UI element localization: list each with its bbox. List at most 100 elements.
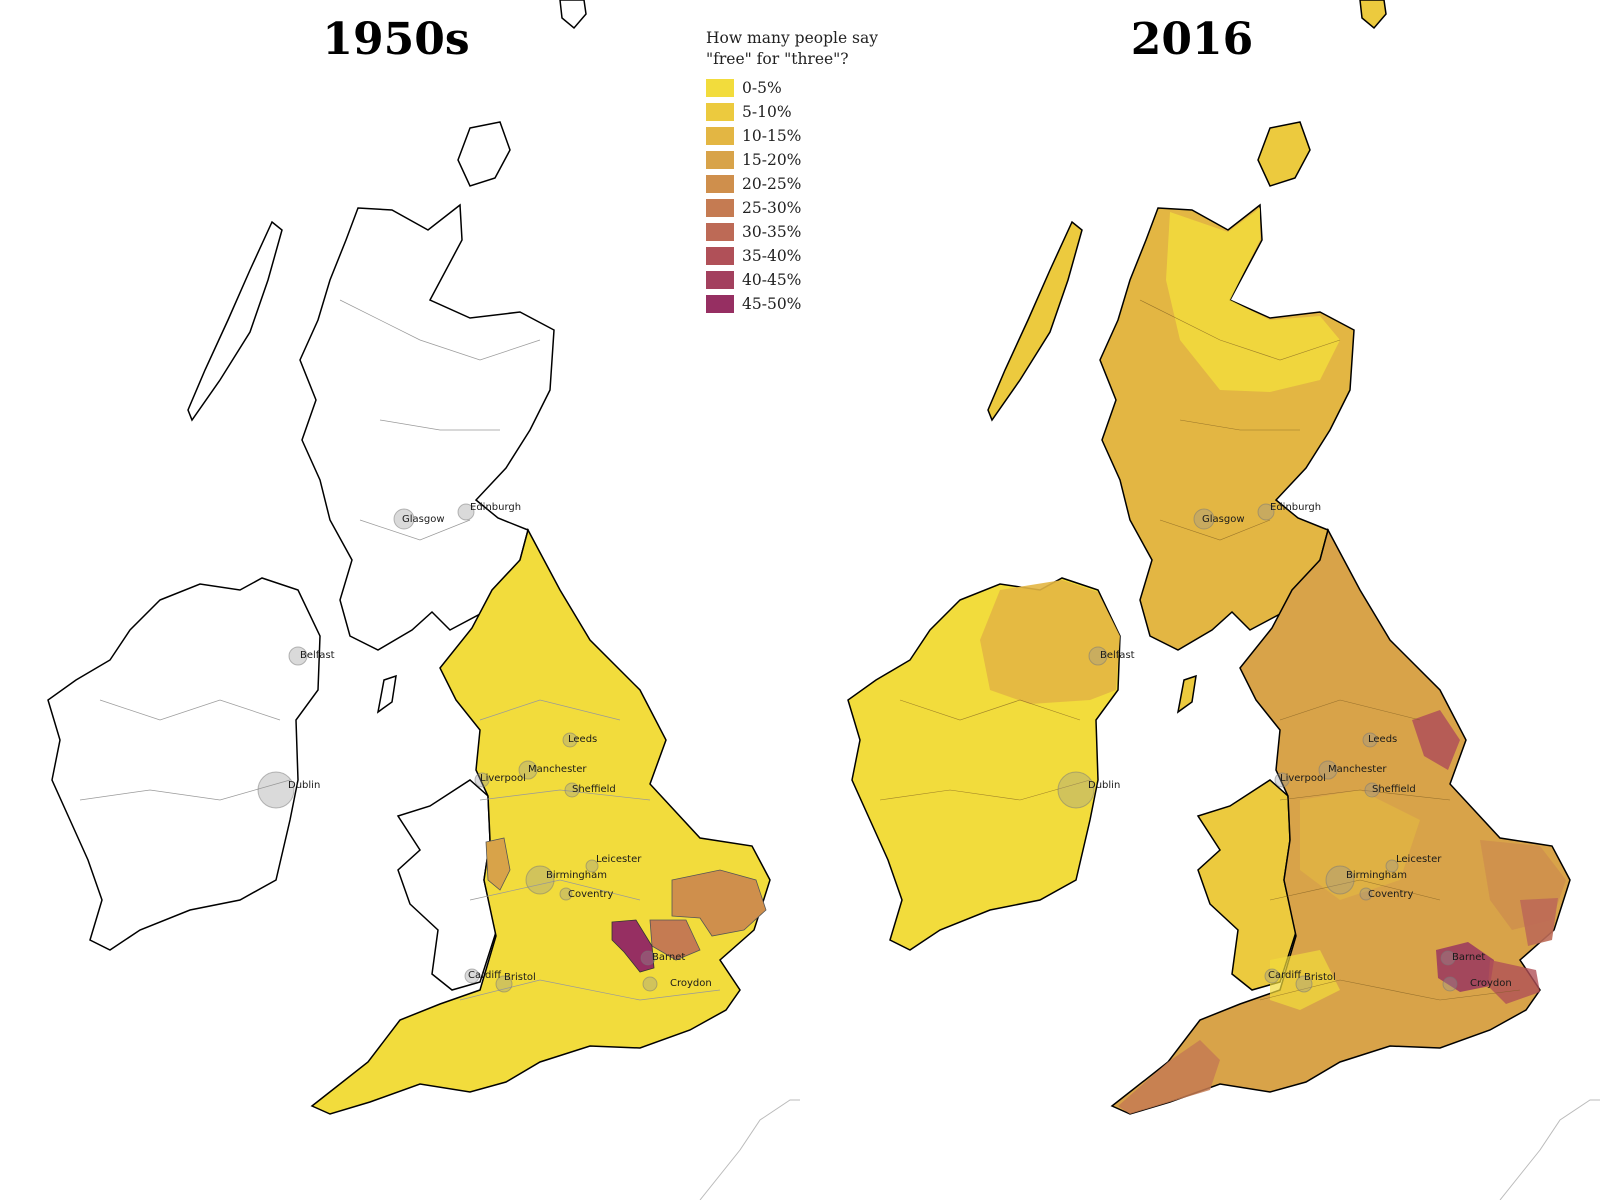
legend-swatch [706,175,734,193]
isle-of-man [1176,674,1197,714]
city-label-liverpool: Liverpool [1280,773,1326,784]
panel-title-1950s: 1950s [322,14,470,65]
england-1950s [310,527,771,1115]
orkney-islands [1257,121,1311,187]
city-label-belfast: Belfast [1100,650,1135,661]
city-label-leicester: Leicester [596,854,642,865]
legend-item: 25-30% [706,196,916,220]
city-label-dublin: Dublin [1088,780,1120,791]
legend-label: 35-40% [742,247,802,265]
legend-item: 5-10% [706,100,916,124]
legend-swatch [706,79,734,97]
region-yorkshire-coast-high [1412,710,1460,770]
legend-swatch [706,295,734,313]
city-label-birmingham: Birmingham [1346,870,1407,881]
scotland-north-low [1166,208,1340,392]
legend-label: 15-20% [742,151,802,169]
city-label-coventry: Coventry [568,889,614,900]
city-label-liverpool: Liverpool [480,773,526,784]
map-panel-1950s: 1950s [47,0,800,1200]
legend-item: 40-45% [706,268,916,292]
legend-rows: 0-5% 5-10% 10-15% 15-20% 20-25% 25-30% 30-35% 3… [706,76,916,316]
city-label-bristol: Bristol [504,972,536,983]
legend-label: 30-35% [742,223,802,241]
map-panel-2016: 2016 [800,0,1600,1200]
city-label-dublin: Dublin [288,780,320,791]
city-label-edinburgh: Edinburgh [470,502,521,513]
legend-label: 20-25% [742,175,802,193]
county-boundaries-1950s [79,299,721,1001]
city-label-manchester: Manchester [1328,764,1387,775]
shetland-islands [1359,0,1387,30]
europe-coast [699,1099,800,1200]
city-markers-2016 [1057,503,1458,993]
map-1950s: Glasgow Edinburgh Belfast Dublin Leeds M… [47,0,800,1200]
outer-hebrides [987,220,1083,422]
city-label-belfast: Belfast [300,650,335,661]
map-2016: Glasgow Edinburgh Belfast Dublin Leeds M… [847,0,1600,1200]
legend: How many people say "free" for "three"? … [706,28,916,316]
legend-swatch [706,199,734,217]
europe-coast [1499,1099,1600,1200]
isle-of-man [376,674,397,714]
legend-swatch [706,247,734,265]
legend-label: 45-50% [742,295,802,313]
city-label-glasgow: Glasgow [402,514,445,525]
legend-swatch [706,271,734,289]
city-label-edinburgh: Edinburgh [1270,502,1321,513]
city-markers-1950s [257,503,658,993]
ireland [47,577,321,951]
city-label-croydon: Croydon [1470,978,1512,989]
legend-item: 10-15% [706,124,916,148]
city-labels-2016: Glasgow Edinburgh Belfast Dublin Leeds M… [1088,502,1512,989]
region-15-20-welsh-border [485,837,511,891]
city-label-coventry: Coventry [1368,889,1414,900]
region-20-25-east-anglia [671,869,767,937]
legend-title-line2: "free" for "three"? [706,50,849,68]
legend-item: 15-20% [706,148,916,172]
region-25-30-essex [649,919,701,961]
city-label-cardiff: Cardiff [1268,970,1302,981]
orkney-islands [457,121,511,187]
city-label-croydon: Croydon [670,978,712,989]
legend-label: 5-10% [742,103,792,121]
city-label-barnet: Barnet [1452,952,1485,963]
panel-title-2016: 2016 [1130,14,1254,65]
region-kent [1488,960,1540,1004]
northern-ireland [980,580,1120,704]
city-label-manchester: Manchester [528,764,587,775]
city-label-sheffield: Sheffield [572,784,616,795]
wales [396,779,497,991]
city-label-barnet: Barnet [652,952,685,963]
legend-swatch [706,127,734,145]
city-label-birmingham: Birmingham [546,870,607,881]
legend-item: 35-40% [706,244,916,268]
region-london [1436,942,1494,992]
region-midlands-mid [1300,790,1420,900]
region-bristol-low [1270,950,1340,1010]
legend-item: 45-50% [706,292,916,316]
region-essex-coast [1520,898,1558,946]
outer-hebrides [187,220,283,422]
legend-swatch [706,103,734,121]
city-label-bristol: Bristol [1304,972,1336,983]
city-label-glasgow: Glasgow [1202,514,1245,525]
legend-label: 40-45% [742,271,802,289]
legend-swatch [706,151,734,169]
legend-item: 0-5% [706,76,916,100]
shetland-islands [559,0,587,30]
legend-item: 30-35% [706,220,916,244]
legend-label: 10-15% [742,127,802,145]
region-45-50-london-north [611,919,655,973]
legend-swatch [706,223,734,241]
region-cornwall [1118,1040,1220,1114]
legend-item: 20-25% [706,172,916,196]
city-label-leicester: Leicester [1396,854,1442,865]
legend-title: How many people say "free" for "three"? [706,28,916,70]
legend-label: 25-30% [742,199,802,217]
city-labels-1950s: Glasgow Edinburgh Belfast Dublin Leeds M… [288,502,712,989]
city-label-leeds: Leeds [1368,734,1397,745]
legend-label: 0-5% [742,79,782,97]
city-label-cardiff: Cardiff [468,970,502,981]
city-label-sheffield: Sheffield [1372,784,1416,795]
